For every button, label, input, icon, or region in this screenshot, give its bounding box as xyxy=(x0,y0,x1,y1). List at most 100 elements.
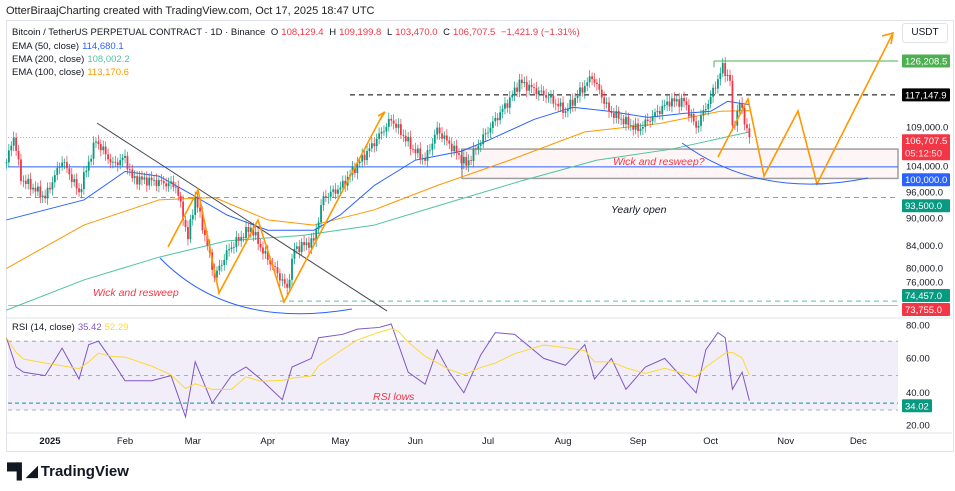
candle-body xyxy=(450,143,453,152)
candle-body xyxy=(245,226,247,239)
candle-body xyxy=(540,90,543,92)
candle-body xyxy=(593,79,596,83)
candle-body xyxy=(431,143,434,150)
candle-body xyxy=(70,174,73,183)
ema200-legend[interactable]: EMA (200, close) 108,002.2 xyxy=(12,54,130,65)
candle-body xyxy=(675,99,678,102)
candle-body xyxy=(383,131,385,133)
candle-body xyxy=(322,196,325,206)
candle-body xyxy=(259,243,262,248)
candle-body xyxy=(320,205,322,223)
candle-body xyxy=(581,87,584,93)
candle-body xyxy=(409,136,412,149)
candle-body xyxy=(537,90,540,95)
candle-body xyxy=(651,116,654,122)
candle-body xyxy=(685,101,688,106)
price-tag-label: 126,208.5 xyxy=(905,57,947,68)
candle-body xyxy=(39,186,42,198)
candle-body xyxy=(598,84,601,90)
ema50-legend[interactable]: EMA (50, close) 114,680.1 xyxy=(12,41,124,52)
time-axis-label: Dec xyxy=(850,436,867,447)
annotation-rsi-lows: RSI lows xyxy=(373,391,415,403)
price-tag-bg xyxy=(902,134,950,161)
candle-body xyxy=(206,235,209,246)
time-axis-label: May xyxy=(331,436,349,447)
candle-body xyxy=(10,145,13,151)
candle-body xyxy=(462,156,465,164)
candle-body xyxy=(29,178,32,190)
ema100-legend[interactable]: EMA (100, close) 113,170.6 xyxy=(12,67,129,78)
price-tag-bg xyxy=(902,303,950,316)
annotation-yearly-open: Yearly open xyxy=(611,204,667,216)
candle-body xyxy=(240,237,243,241)
candle-body xyxy=(726,74,729,77)
candle-body xyxy=(237,237,240,241)
candle-body xyxy=(276,266,279,274)
chart-panel[interactable] xyxy=(6,20,954,452)
candle-body xyxy=(32,187,34,190)
candle-body xyxy=(247,226,250,233)
candle-body xyxy=(15,137,18,151)
candle-body xyxy=(223,259,226,266)
price-tag: 126,208.5 xyxy=(902,54,950,68)
candle-body xyxy=(218,265,221,271)
candle-body xyxy=(179,195,182,202)
candle-body xyxy=(610,111,613,114)
candle-body xyxy=(58,166,61,168)
candle-body xyxy=(358,161,361,164)
candle-body xyxy=(707,103,710,110)
zigzag-projection xyxy=(717,32,894,187)
candle-body xyxy=(547,97,550,99)
candle-body xyxy=(441,133,443,139)
candle-body xyxy=(501,108,504,113)
candle-body xyxy=(170,181,172,184)
candle-body xyxy=(511,94,514,98)
candle-body xyxy=(37,186,39,192)
ema100-line xyxy=(6,110,750,269)
candle-body xyxy=(112,161,114,163)
tradingview-logo-icon: ▀▌◢ xyxy=(7,463,38,480)
currency-selector[interactable]: USDT xyxy=(902,23,948,43)
time-axis-label: Jul xyxy=(482,436,494,447)
candle-body xyxy=(530,84,533,88)
candle-body xyxy=(496,117,499,121)
candle-body xyxy=(646,119,649,122)
candle-body xyxy=(373,143,376,147)
candle-body xyxy=(329,191,332,197)
candle-body xyxy=(687,105,690,117)
time-axis-label: Aug xyxy=(555,436,572,447)
candle-body xyxy=(97,141,100,145)
candle-body xyxy=(574,97,577,106)
candle-body xyxy=(56,167,59,176)
candle-body xyxy=(683,97,685,102)
candle-body xyxy=(324,196,327,198)
price-axis-tick: 84,000.0 xyxy=(906,241,943,252)
candle-body xyxy=(141,176,143,180)
candle-body xyxy=(605,102,608,104)
candle-body xyxy=(583,85,586,93)
candle-body xyxy=(731,80,734,126)
candle-body xyxy=(298,246,301,253)
rsi-legend[interactable]: RSI (14, close) 35.42 52.29 xyxy=(12,322,129,333)
candle-body xyxy=(312,238,315,241)
candle-body xyxy=(525,81,528,91)
candle-body xyxy=(479,144,482,146)
price-tag-label: 106,707.5 xyxy=(905,136,947,147)
candle-body xyxy=(465,156,468,166)
candle-body xyxy=(518,79,521,92)
candle-body xyxy=(482,134,485,145)
candle-body xyxy=(104,146,107,155)
candle-body xyxy=(116,162,119,166)
candle-body xyxy=(80,189,83,193)
rsi-axis-tick: 60.00 xyxy=(906,353,930,364)
candle-body xyxy=(12,137,15,146)
candle-body xyxy=(460,154,463,164)
candle-body xyxy=(557,104,560,107)
ema200-line xyxy=(6,131,750,311)
candle-body xyxy=(484,133,487,135)
time-axis-label: Jun xyxy=(408,436,423,447)
price-axis-tick: 76,000.0 xyxy=(906,278,943,289)
candle-body xyxy=(588,76,591,83)
price-tag-label: 73,755.0 xyxy=(905,305,942,316)
